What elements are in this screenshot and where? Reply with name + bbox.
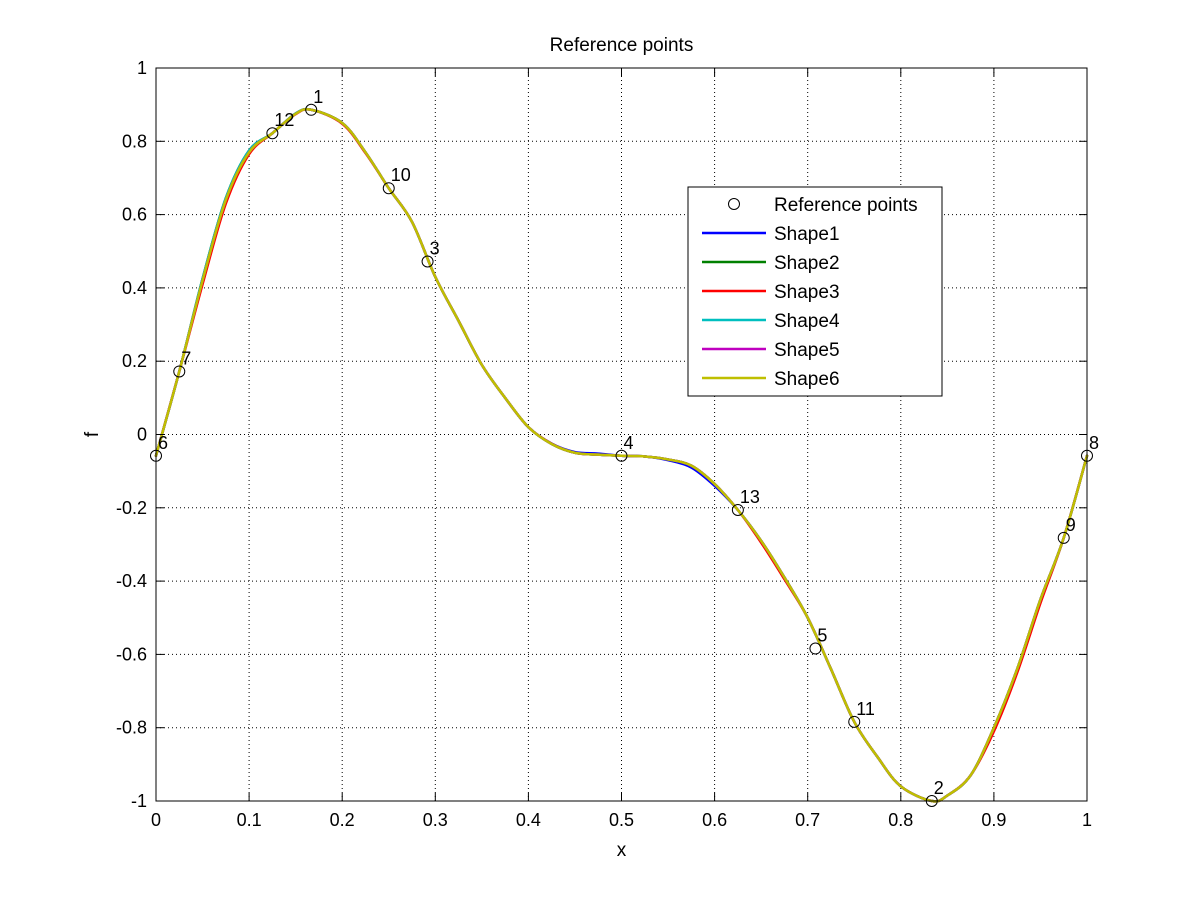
y-tick-label: -0.8 xyxy=(116,718,147,738)
reference-point-marker xyxy=(266,127,279,140)
legend-label-shape4: Shape4 xyxy=(774,311,840,332)
legend-label-shape2: Shape2 xyxy=(774,253,840,274)
reference-point-label: 4 xyxy=(624,433,634,453)
reference-point-marker xyxy=(305,103,318,116)
reference-point-label: 13 xyxy=(740,487,760,507)
x-tick-label: 0.4 xyxy=(516,810,541,830)
x-tick-label: 0.6 xyxy=(702,810,727,830)
y-axis-label: f xyxy=(82,431,103,437)
x-tick-label: 0.3 xyxy=(423,810,448,830)
x-tick-label: 0 xyxy=(151,810,161,830)
legend-marker-reference-points xyxy=(728,198,740,210)
reference-point-label: 2 xyxy=(934,778,944,798)
reference-point-label: 7 xyxy=(181,348,191,368)
reference-point-label: 5 xyxy=(817,626,827,646)
reference-point-label: 8 xyxy=(1089,433,1099,453)
y-tick-label: -0.2 xyxy=(116,498,147,518)
reference-point-marker xyxy=(173,365,186,378)
x-tick-label: 0.5 xyxy=(609,810,634,830)
y-tick-label: 0.8 xyxy=(122,131,147,151)
y-tick-label: -0.6 xyxy=(116,644,147,664)
y-tick-label: 0.2 xyxy=(122,351,147,371)
reference-point-marker xyxy=(809,642,822,655)
reference-point-marker xyxy=(731,503,744,516)
reference-point-marker xyxy=(421,255,434,268)
legend-label-shape5: Shape5 xyxy=(774,340,840,361)
chart-title: Reference points xyxy=(550,35,694,56)
reference-point-marker xyxy=(615,449,628,462)
x-tick-label: 0.1 xyxy=(237,810,262,830)
axis-ticks: 0 0.1 0.2 0.3 0.4 0.5 0.6 0.7 0.8 0.9 110.80.60.40… xyxy=(116,58,1092,830)
legend-label-shape6: Shape6 xyxy=(774,369,840,390)
y-tick-label: 1 xyxy=(137,58,147,78)
reference-point-marker xyxy=(1057,531,1070,544)
x-tick-label: 1 xyxy=(1082,810,1092,830)
reference-point-label: 3 xyxy=(430,239,440,259)
series-lines xyxy=(154,107,1089,803)
legend-label-shape3: Shape3 xyxy=(774,282,840,303)
reference-point-label: 1 xyxy=(313,87,323,107)
reference-point-label: 9 xyxy=(1066,515,1076,535)
y-tick-label: -0.4 xyxy=(116,571,147,591)
y-tick-label: 0.4 xyxy=(122,278,147,298)
reference-point-label: 6 xyxy=(158,433,168,453)
series-line-shape6 xyxy=(154,107,1089,803)
reference-point-label: 12 xyxy=(274,110,294,130)
legend: Reference points Shape1 Shape2 Shape3 Shape4… xyxy=(687,186,943,397)
y-tick-label: 0 xyxy=(137,425,147,445)
reference-point-marker xyxy=(848,715,861,728)
x-tick-label: 0.2 xyxy=(330,810,355,830)
plot-area xyxy=(156,68,1087,801)
x-tick-label: 0.7 xyxy=(795,810,820,830)
y-tick-label: 0.6 xyxy=(122,205,147,225)
reference-point-label: 11 xyxy=(856,699,875,719)
x-tick-label: 0.9 xyxy=(981,810,1006,830)
y-tick-label: -1 xyxy=(131,791,147,811)
x-tick-label: 0.8 xyxy=(888,810,913,830)
reference-point-marker xyxy=(382,182,395,195)
legend-label-shape1: Shape1 xyxy=(774,224,840,245)
reference-point-label: 10 xyxy=(391,165,411,185)
legend-label-reference-points: Reference points xyxy=(774,195,918,216)
x-axis-label: x xyxy=(617,840,627,861)
